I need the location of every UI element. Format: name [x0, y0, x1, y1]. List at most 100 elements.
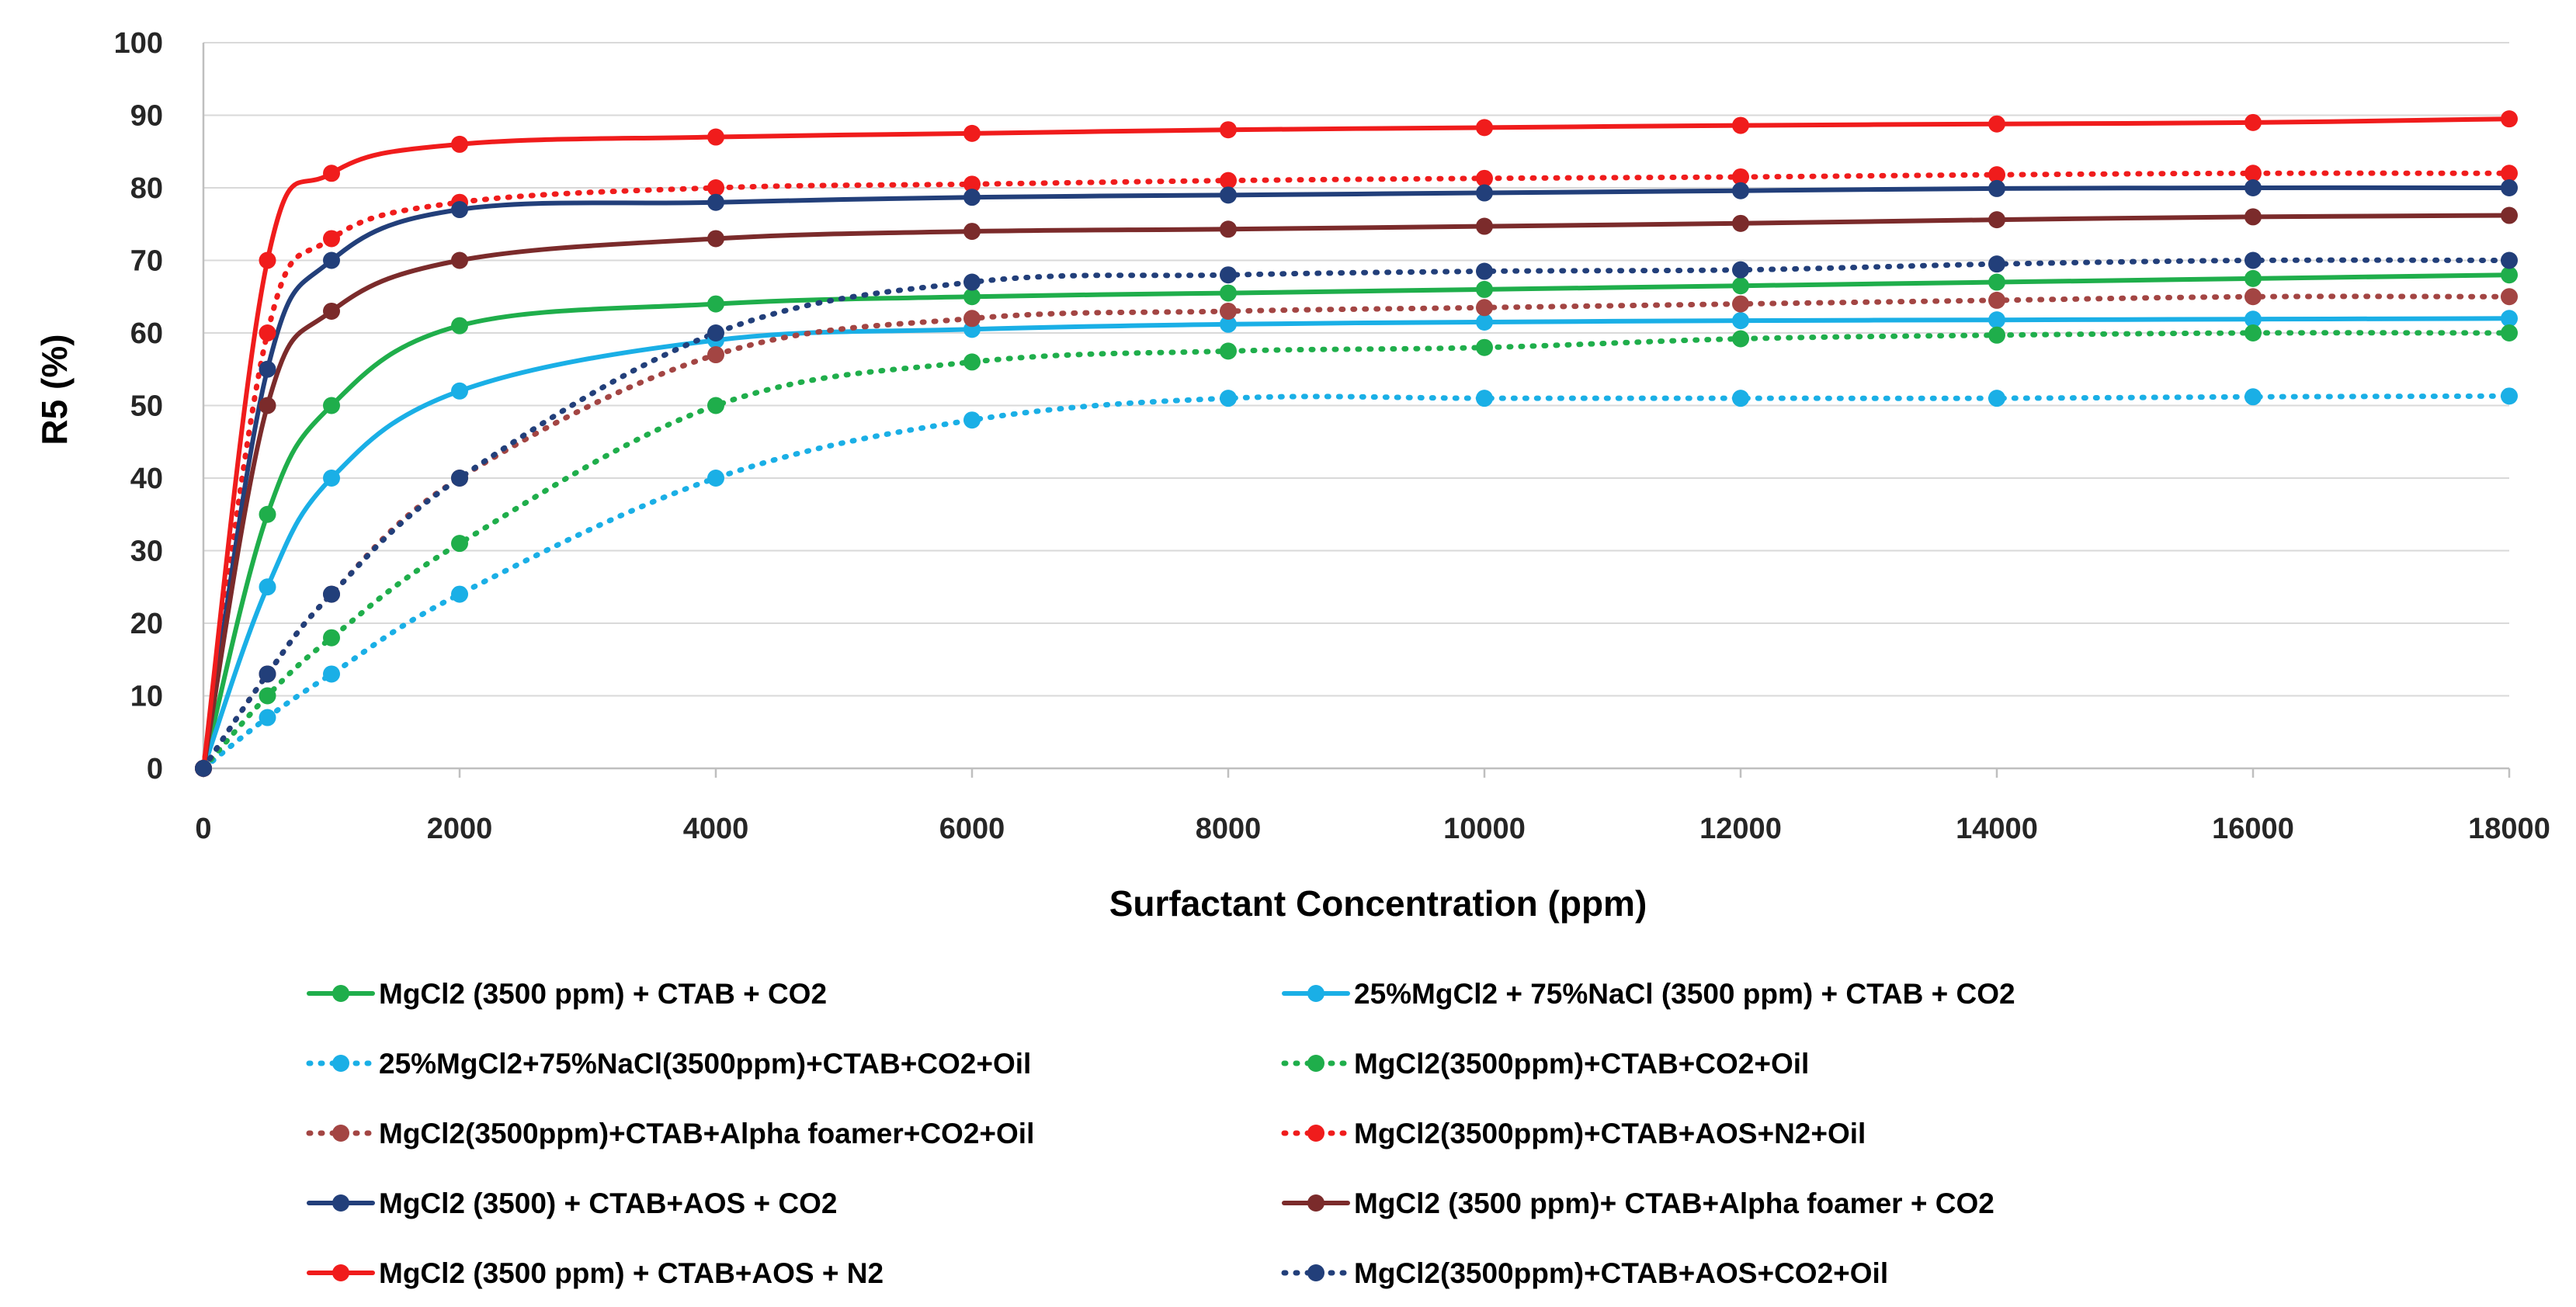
x-tick-label: 8000 [1196, 813, 1262, 845]
series-line-mgcl2-3500-ctab-aos-co2 [201, 185, 2512, 771]
data-point [1732, 312, 1749, 330]
data-point [323, 585, 340, 603]
data-point [1476, 119, 1493, 137]
data-point [2501, 251, 2518, 269]
data-point [1220, 284, 1237, 302]
x-tick-label: 16000 [2212, 813, 2294, 845]
legend-swatch-marker [332, 1194, 349, 1212]
x-tick-label: 4000 [683, 813, 749, 845]
x-axis-title: Surfactant Concentration (ppm) [1109, 883, 1647, 924]
series-line-mgcl2-3500ppm-ctab-aos-n2-oil [200, 170, 2512, 771]
y-tick-label: 80 [130, 172, 163, 205]
series-line-mgcl2-3500-ppm-ctab-alpha-foamer-co2 [201, 213, 2512, 771]
legend-swatch-marker [332, 985, 349, 1002]
data-point [707, 470, 724, 487]
data-point [1732, 116, 1749, 134]
data-point [2501, 266, 2518, 284]
axes [202, 43, 2511, 778]
data-point [2244, 251, 2262, 269]
y-tick-label: 100 [114, 27, 163, 60]
data-point [1220, 220, 1237, 238]
data-point [707, 230, 724, 248]
data-point [2501, 324, 2518, 341]
series-line-25-mgcl2-75-nacl-3500ppm-ctab-co2-oil [200, 393, 2512, 771]
data-point [1732, 168, 1749, 185]
data-point [1988, 291, 2005, 309]
data-point [1732, 261, 1749, 279]
data-point [1988, 179, 2005, 197]
data-point [1220, 121, 1237, 139]
data-point [323, 302, 340, 320]
data-point [707, 179, 724, 196]
y-tick-label: 10 [130, 681, 163, 713]
data-point [2501, 165, 2518, 182]
legend: MgCl2 (3500 ppm) + CTAB + CO2 25%MgCl2 + … [306, 978, 2015, 1289]
data-point [195, 760, 212, 777]
data-point [2244, 310, 2262, 328]
data-point [963, 310, 981, 328]
series-lines [200, 116, 2512, 771]
data-point [1220, 390, 1237, 407]
legend-swatch-marker [1307, 985, 1324, 1002]
legend-swatch-marker [332, 1055, 349, 1072]
data-point [2501, 387, 2518, 405]
data-point [451, 382, 468, 400]
y-tick-label: 30 [130, 536, 163, 568]
data-point [451, 585, 468, 603]
data-point [323, 665, 340, 683]
data-point [1220, 266, 1237, 284]
data-point [2244, 113, 2262, 131]
data-point [707, 346, 724, 364]
data-point [259, 687, 276, 705]
legend-label: 25%MgCl2+75%NaCl(3500ppm)+CTAB+CO2+Oil [379, 1048, 1031, 1080]
data-point [963, 273, 981, 291]
data-point [1988, 311, 2005, 329]
data-point [1988, 273, 2005, 291]
y-axis-title: R5 (%) [34, 334, 75, 445]
legend-label: MgCl2(3500ppm)+CTAB+Alpha foamer+CO2+Oil [379, 1118, 1034, 1149]
y-tick-label: 0 [147, 753, 163, 785]
series-markers [195, 110, 2518, 777]
data-point [1732, 330, 1749, 348]
x-tick-label: 6000 [939, 813, 1005, 845]
data-point [1476, 390, 1493, 407]
legend-swatch-marker [1307, 1194, 1324, 1212]
x-tick-label: 18000 [2468, 813, 2550, 845]
data-point [2501, 179, 2518, 196]
legend-label: MgCl2 (3500 ppm) + CTAB + CO2 [379, 978, 827, 1010]
legend-swatch-marker [1307, 1125, 1324, 1142]
data-point [259, 709, 276, 726]
data-point [963, 288, 981, 306]
data-point [1988, 115, 2005, 133]
data-point [2244, 288, 2262, 306]
tick-labels: 0 10 20 30 40 50 60 70 80 90 100 0 2000 4000 6000 8000 1… [114, 27, 2550, 845]
legend-label: MgCl2 (3500) + CTAB+AOS + CO2 [379, 1187, 837, 1219]
data-point [963, 124, 981, 142]
data-point [707, 128, 724, 146]
legend-label: MgCl2 (3500 ppm) + CTAB+AOS + N2 [379, 1257, 884, 1289]
data-point [2244, 324, 2262, 341]
y-tick-label: 90 [130, 100, 163, 133]
data-point [1220, 302, 1237, 320]
data-point [1988, 255, 2005, 273]
y-tick-label: 40 [130, 463, 163, 495]
data-point [1476, 313, 1493, 331]
series-line-mgcl2-3500-ppm-ctab-aos-n2 [201, 116, 2512, 771]
data-point [323, 165, 340, 182]
data-point [1988, 390, 2005, 407]
data-point [1732, 214, 1749, 232]
data-point [1476, 184, 1493, 202]
data-point [2244, 388, 2262, 406]
data-point [259, 360, 276, 378]
legend-swatch-marker [1307, 1264, 1324, 1281]
data-point [323, 470, 340, 487]
data-point [259, 505, 276, 523]
data-point [2501, 206, 2518, 224]
series-line-mgcl2-3500ppm-ctab-alpha-foamer-co2-oil [200, 293, 2512, 771]
gridlines [203, 42, 2509, 697]
legend-label: MgCl2 (3500 ppm)+ CTAB+Alpha foamer + CO… [1354, 1187, 1994, 1219]
data-point [2244, 208, 2262, 226]
data-point [707, 193, 724, 211]
data-point [451, 470, 468, 487]
data-point [1476, 338, 1493, 356]
